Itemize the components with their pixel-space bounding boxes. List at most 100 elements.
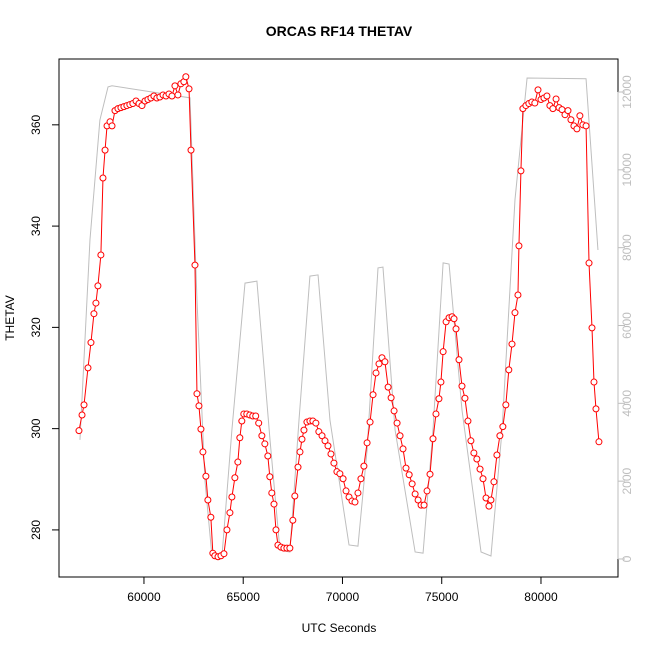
y2-tick-label: 0 [620,555,634,562]
data-point [286,544,294,552]
data-point [402,464,410,472]
data-point [408,480,416,488]
data-point [226,509,234,517]
data-point [199,448,207,456]
series-line [79,77,599,557]
data-point [387,394,395,402]
data-point [366,418,374,426]
data-point [321,437,329,445]
data-point [369,391,377,399]
data-point [375,360,383,368]
y2-tick-label: 8000 [620,234,634,261]
data-point [294,463,302,471]
data-point [452,325,460,333]
data-point [354,489,362,497]
data-point [496,432,504,440]
data-point [291,492,299,500]
data-point [396,432,404,440]
data-point [592,405,600,413]
data-point [204,496,212,504]
data-point [432,410,440,418]
data-point [420,501,428,509]
data-point [202,472,210,480]
data-point [197,425,205,433]
data-point [339,475,347,483]
data-point [75,427,83,435]
y2-tick-label: 10000 [620,153,634,187]
data-point [94,282,102,290]
data-point [464,417,472,425]
data-point [585,259,593,267]
y-tick-label: 360 [29,114,43,134]
data-point [272,526,280,534]
data-point [508,340,516,348]
data-point [330,459,338,467]
data-point [405,471,413,479]
data-point [384,383,392,391]
data-point [238,417,246,425]
data-point [414,496,422,504]
data-point [324,442,332,450]
y2-tick-label: 2000 [620,467,634,494]
data-point [437,378,445,386]
data-point [99,174,107,182]
data-point [543,92,551,100]
data-point [191,261,199,269]
data-point [549,105,557,113]
data-point [552,95,560,103]
data-point [531,99,539,107]
data-point [195,402,203,410]
data-point [490,478,498,486]
y-tick-label: 320 [29,317,43,337]
data-point [411,490,419,498]
y-axis-label: THETAV [3,295,17,341]
data-point [261,440,269,448]
data-point [220,550,228,558]
data-point [426,470,434,478]
data-point [228,493,236,501]
data-point [298,435,306,443]
data-point [300,426,308,434]
data-point [255,419,263,427]
x-tick-label: 80000 [524,590,558,604]
data-point [342,487,350,495]
data-point [336,470,344,478]
data-point [327,450,335,458]
data-point [87,339,95,347]
data-point [101,146,109,154]
data-point [467,437,475,445]
data-point [312,419,320,427]
data-point [268,489,276,497]
data-point [381,358,389,366]
data-point [108,122,116,130]
data-point [487,496,495,504]
data-point [399,445,407,453]
data-point [390,407,398,415]
x-tick-label: 75000 [425,590,459,604]
data-point [595,438,603,446]
chart-title: ORCAS RF14 THETAV [266,23,413,39]
data-point [479,475,487,483]
data-point [185,85,193,93]
data-point [515,242,523,250]
data-point [97,251,105,259]
data-point [499,423,507,431]
data-point [234,458,242,466]
data-point [252,412,260,420]
y2-tick-label: 6000 [620,312,634,339]
data-point [223,526,231,534]
data-point [182,73,190,81]
data-point [372,369,380,377]
data-point [266,473,274,481]
data-point [458,382,466,390]
data-point [534,86,542,94]
y2-tick-label: 12000 [620,75,634,109]
data-point [357,475,365,483]
data-point [517,167,525,175]
data-point [207,513,215,521]
data-point [470,449,478,457]
data-point [90,310,98,318]
data-point [174,91,182,99]
